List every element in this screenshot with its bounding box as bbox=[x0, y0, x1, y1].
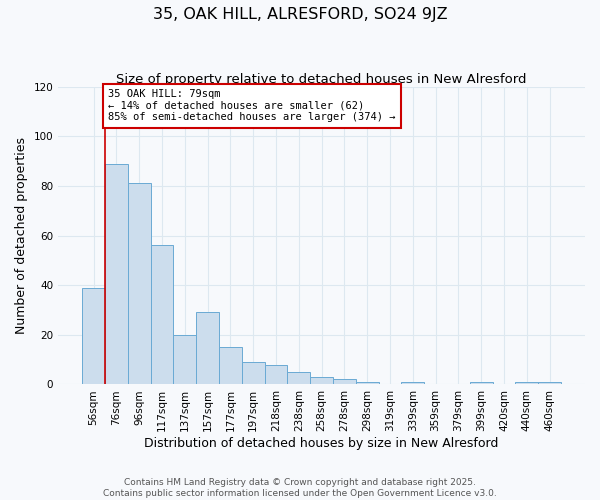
Bar bbox=[151, 246, 173, 384]
Bar bbox=[82, 288, 105, 384]
Bar bbox=[470, 382, 493, 384]
Bar bbox=[515, 382, 538, 384]
Bar bbox=[173, 335, 196, 384]
X-axis label: Distribution of detached houses by size in New Alresford: Distribution of detached houses by size … bbox=[145, 437, 499, 450]
Text: Contains HM Land Registry data © Crown copyright and database right 2025.
Contai: Contains HM Land Registry data © Crown c… bbox=[103, 478, 497, 498]
Bar bbox=[105, 164, 128, 384]
Bar bbox=[287, 372, 310, 384]
Bar bbox=[219, 347, 242, 385]
Title: Size of property relative to detached houses in New Alresford: Size of property relative to detached ho… bbox=[116, 72, 527, 86]
Bar bbox=[310, 377, 333, 384]
Bar bbox=[333, 380, 356, 384]
Y-axis label: Number of detached properties: Number of detached properties bbox=[15, 137, 28, 334]
Bar bbox=[538, 382, 561, 384]
Bar bbox=[196, 312, 219, 384]
Bar bbox=[401, 382, 424, 384]
Bar bbox=[265, 364, 287, 384]
Bar bbox=[356, 382, 379, 384]
Bar bbox=[242, 362, 265, 384]
Text: 35, OAK HILL, ALRESFORD, SO24 9JZ: 35, OAK HILL, ALRESFORD, SO24 9JZ bbox=[152, 8, 448, 22]
Bar bbox=[128, 184, 151, 384]
Text: 35 OAK HILL: 79sqm
← 14% of detached houses are smaller (62)
85% of semi-detache: 35 OAK HILL: 79sqm ← 14% of detached hou… bbox=[109, 89, 396, 122]
